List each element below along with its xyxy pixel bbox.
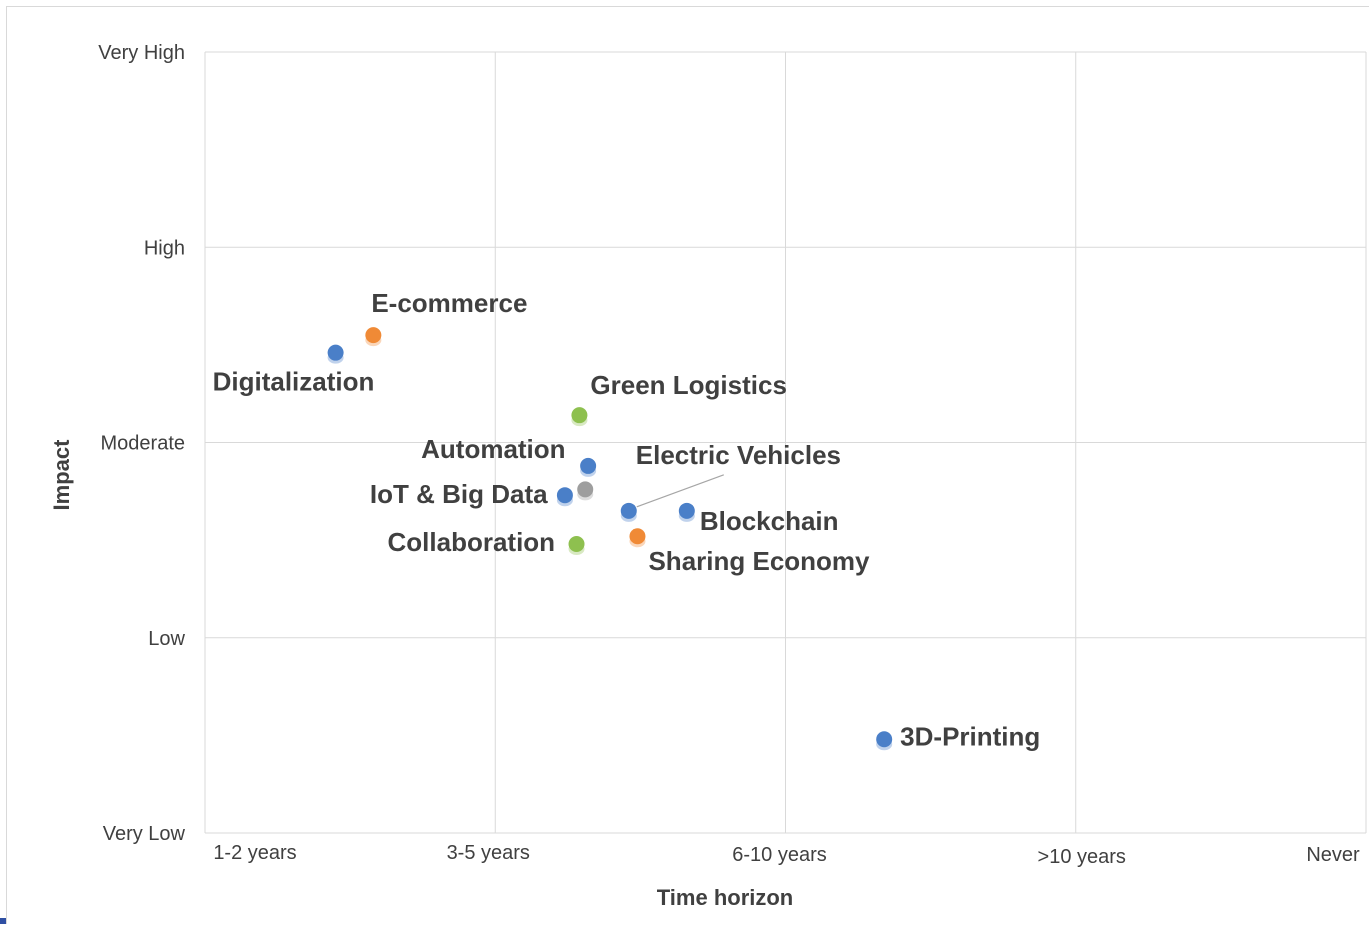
data-point (620, 502, 637, 522)
point-marker (629, 528, 646, 545)
point-label: Sharing Economy (648, 546, 870, 576)
point-marker (571, 407, 588, 424)
y-tick-label: Moderate (101, 433, 186, 455)
y-axis-title: Impact (49, 439, 74, 511)
point-marker (327, 344, 344, 361)
data-point (876, 731, 893, 751)
data-point (571, 407, 588, 427)
x-tick-label: >10 years (1038, 846, 1126, 868)
data-points (327, 327, 893, 751)
point-label: Blockchain (700, 506, 839, 536)
x-tick-label: Never (1306, 844, 1360, 866)
point-marker (876, 731, 893, 748)
point-label: Electric Vehicles (636, 440, 841, 470)
data-point (580, 457, 597, 477)
point-label: Green Logistics (590, 370, 787, 400)
point-label: Digitalization (213, 367, 375, 397)
y-tick-label: Very Low (103, 823, 186, 845)
point-label: Collaboration (388, 527, 556, 557)
y-tick-label: Low (148, 628, 185, 650)
point-label: Automation (421, 434, 565, 464)
leader-lines (636, 474, 724, 508)
point-marker (365, 327, 382, 344)
corner-mark (0, 918, 6, 924)
grid-lines (204, 51, 1367, 834)
point-marker (678, 502, 695, 519)
point-marker (580, 457, 597, 474)
x-axis-title: Time horizon (657, 885, 794, 910)
x-tick-label: 3-5 years (447, 842, 530, 864)
x-tick-label: 6-10 years (732, 844, 827, 866)
point-label: E-commerce (371, 288, 527, 318)
data-point (327, 344, 344, 364)
data-point (678, 502, 695, 522)
data-point (365, 327, 382, 347)
point-marker (620, 502, 637, 519)
point-label: 3D-Printing (900, 721, 1040, 751)
data-point (629, 528, 646, 548)
point-marker (568, 536, 585, 553)
x-tick-label: 1-2 years (213, 842, 296, 864)
x-tick-labels: 1-2 years 3-5 years 6-10 years >10 years Nev… (213, 842, 1360, 868)
y-tick-label: High (144, 237, 185, 259)
y-tick-label: Very High (98, 42, 185, 64)
point-marker (556, 487, 573, 504)
data-point (568, 536, 585, 556)
frame-left-border (6, 6, 7, 924)
frame-top-border (6, 6, 1369, 7)
data-point (577, 481, 594, 501)
point-label: IoT & Big Data (370, 479, 548, 509)
point-marker (577, 481, 594, 498)
leader-line (636, 474, 724, 508)
y-tick-labels: Very Low Low Moderate High Very High (98, 42, 185, 845)
point-labels: Digitalization E-commerce Green Logistics A… (213, 288, 1041, 751)
data-point (556, 487, 573, 507)
